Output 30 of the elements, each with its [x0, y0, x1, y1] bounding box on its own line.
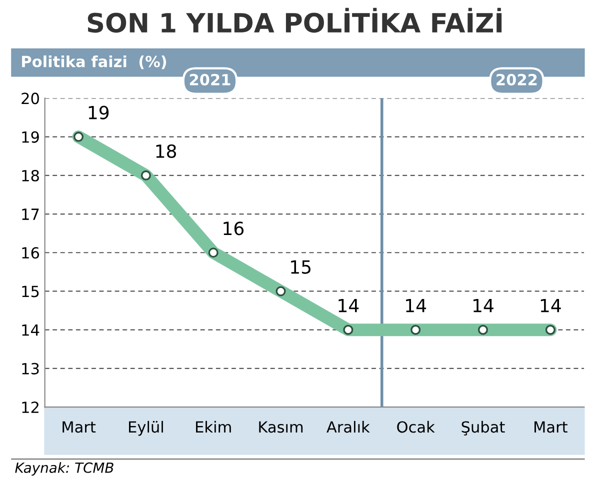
data-label: 19 [88, 106, 109, 120]
x-tick-label: Ekim [196, 420, 231, 433]
data-label: 14 [406, 299, 426, 312]
x-tick-label: Mart [62, 421, 96, 433]
data-label: 14 [338, 299, 359, 312]
data-label: 16 [224, 222, 244, 236]
data-label: 14 [540, 299, 561, 312]
y-tick-label: 18 [22, 170, 39, 182]
y-tick-label: 20 [22, 92, 39, 104]
y-tick-label: 14 [22, 324, 40, 336]
data-label: 14 [473, 299, 494, 312]
x-tick-label: Mart [534, 421, 568, 433]
y-axis-title: Politika faizi (%) [22, 55, 166, 70]
y-tick-label: 13 [22, 362, 39, 374]
text: 2021 [190, 74, 230, 86]
y-tick-label: 16 [22, 247, 40, 259]
chart-title: SON 1 YILDA POLİTİKA FAİZİ [88, 8, 502, 33]
x-tick-label: Kasım [259, 421, 303, 433]
x-tick-label: Ocak [397, 420, 435, 433]
x-tick-label: Aralık [326, 420, 370, 433]
y-tick-label: 19 [22, 131, 39, 143]
data-label: 15 [291, 260, 310, 274]
y-tick-label: 17 [22, 208, 39, 220]
text: 2022 [496, 74, 537, 86]
x-tick-label: Eylül [129, 420, 163, 436]
y-tick-label: 12 [22, 402, 38, 413]
text: Kaynak: TCMB [15, 462, 114, 476]
data-label: 18 [156, 144, 176, 158]
y-tick-label: 15 [22, 286, 39, 298]
x-tick-label: Şubat [462, 420, 505, 436]
